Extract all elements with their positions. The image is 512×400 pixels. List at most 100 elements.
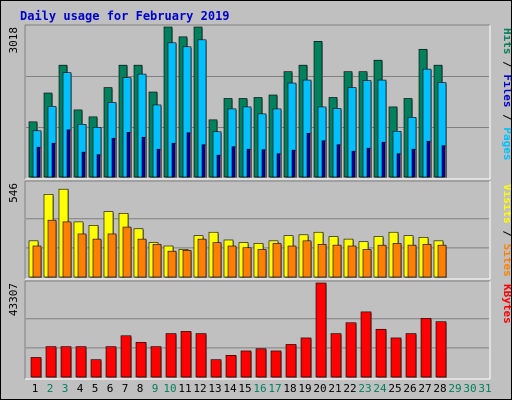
requests-pages-bar: [186, 132, 191, 178]
visitors-sites-bar: [422, 243, 432, 278]
traffic-kbytes-bar: [90, 359, 102, 378]
traffic-kbytes-bar: [225, 354, 237, 378]
day-label: 2: [47, 382, 54, 395]
day-label: 5: [92, 382, 99, 395]
day-label: 26: [403, 382, 416, 395]
visitors-sites-bar: [62, 221, 72, 278]
requests-pages-bar: [381, 141, 386, 178]
traffic-kbytes-bar: [210, 359, 222, 378]
requests-pages-bar: [321, 140, 326, 178]
traffic-kbytes-bar: [135, 341, 147, 378]
visitors-sites-bar: [257, 249, 267, 278]
requests-pages-bar: [201, 144, 206, 178]
visitors-sites-bar: [92, 238, 102, 278]
visitors-sites-bar: [362, 249, 372, 278]
day-label: 6: [107, 382, 114, 395]
requests-pages-bar: [396, 153, 401, 178]
traffic-kbytes-bar: [60, 346, 72, 378]
requests-pages-bar: [66, 129, 71, 178]
visitors-sites-bar: [137, 238, 147, 278]
day-label: 20: [313, 382, 326, 395]
day-label: 31: [478, 382, 491, 395]
day-label: 16: [253, 382, 266, 395]
visitors-sites-bar: [287, 245, 297, 278]
visitors-sites-bar: [197, 238, 207, 278]
visitors-sites-bar: [302, 240, 312, 278]
traffic-kbytes-bar: [240, 350, 252, 378]
day-label: 28: [433, 382, 446, 395]
traffic-ymax-label: 43307: [7, 283, 20, 316]
visitors-sites-bar: [407, 244, 417, 278]
requests-pages-bar: [291, 149, 296, 178]
traffic-kbytes-bar: [405, 333, 417, 378]
traffic-kbytes-bar: [75, 346, 87, 378]
traffic-kbytes-bar: [270, 350, 282, 378]
visitors-sites-bar: [152, 243, 162, 278]
traffic-kbytes-bar: [345, 322, 357, 378]
visitors-sites-bar: [107, 233, 117, 278]
visitors-sites-bar: [242, 247, 252, 278]
requests-pages-bar: [366, 147, 371, 178]
traffic-kbytes-bar: [360, 311, 372, 378]
day-label: 29: [448, 382, 461, 395]
requests-pages-bar: [261, 149, 266, 178]
visitors-sites-bar: [272, 243, 282, 278]
requests-pages-bar: [306, 132, 311, 178]
requests-pages-bar: [36, 146, 41, 178]
visitors-sites-bar: [182, 250, 192, 278]
traffic-kbytes-bar: [390, 337, 402, 378]
day-label: 12: [193, 382, 206, 395]
visitors-sites-bar: [317, 243, 327, 278]
requests-pages-bar: [441, 145, 446, 178]
requests-legend-item: Pages: [501, 127, 511, 160]
requests-pages-bar: [216, 154, 221, 178]
day-label: 13: [208, 382, 221, 395]
visitors-sites-bar: [392, 243, 402, 278]
requests-pages-bar: [141, 136, 146, 178]
day-label: 15: [238, 382, 251, 395]
traffic-kbytes-bar: [45, 346, 57, 378]
day-label: 30: [463, 382, 476, 395]
day-label: 8: [137, 382, 144, 395]
traffic-kbytes-bar: [375, 328, 387, 378]
traffic-kbytes-bar: [195, 333, 207, 378]
requests-pages-bar: [411, 148, 416, 178]
visitors-sites-bar: [437, 244, 447, 278]
visitors-legend: Visits / Sites: [501, 184, 511, 277]
requests-pages-bar: [351, 150, 356, 178]
day-label: 18: [283, 382, 296, 395]
day-label: 24: [373, 382, 387, 395]
chart-title: Daily usage for February 2019: [20, 9, 230, 23]
requests-pages-bar: [276, 153, 281, 178]
visitors-sites-bar: [122, 226, 132, 278]
traffic-kbytes-bar: [30, 357, 42, 378]
day-label: 17: [268, 382, 281, 395]
traffic-kbytes-bar: [255, 348, 267, 378]
visitors-sites-bar: [227, 245, 237, 278]
requests-pages-bar: [126, 131, 131, 178]
requests-pages-bar: [51, 142, 56, 178]
requests-pages-bar: [246, 148, 251, 178]
visitors-legend-item: Sites: [501, 244, 511, 277]
day-label: 1: [32, 382, 39, 395]
requests-legend-item: /: [501, 108, 511, 128]
traffic-kbytes-bar: [150, 346, 162, 378]
day-label: 7: [122, 382, 129, 395]
visitors-sites-bar: [377, 244, 387, 278]
day-label: 3: [62, 382, 69, 395]
visitors-sites-bar: [77, 233, 87, 278]
requests-legend: Hits / Files / Pages: [501, 28, 511, 161]
visitors-legend-item: Visits: [501, 184, 511, 224]
visitors-sites-bar: [167, 250, 177, 278]
day-label: 9: [152, 382, 159, 395]
day-label: 19: [298, 382, 311, 395]
visitors-ymax-label: 546: [7, 183, 20, 203]
day-label: 21: [328, 382, 341, 395]
day-label: 27: [418, 382, 431, 395]
requests-pages-bar: [111, 137, 116, 178]
day-label: 23: [358, 382, 371, 395]
day-label: 10: [163, 382, 176, 395]
requests-pages-bar: [336, 144, 341, 178]
requests-legend-item: /: [501, 55, 511, 75]
